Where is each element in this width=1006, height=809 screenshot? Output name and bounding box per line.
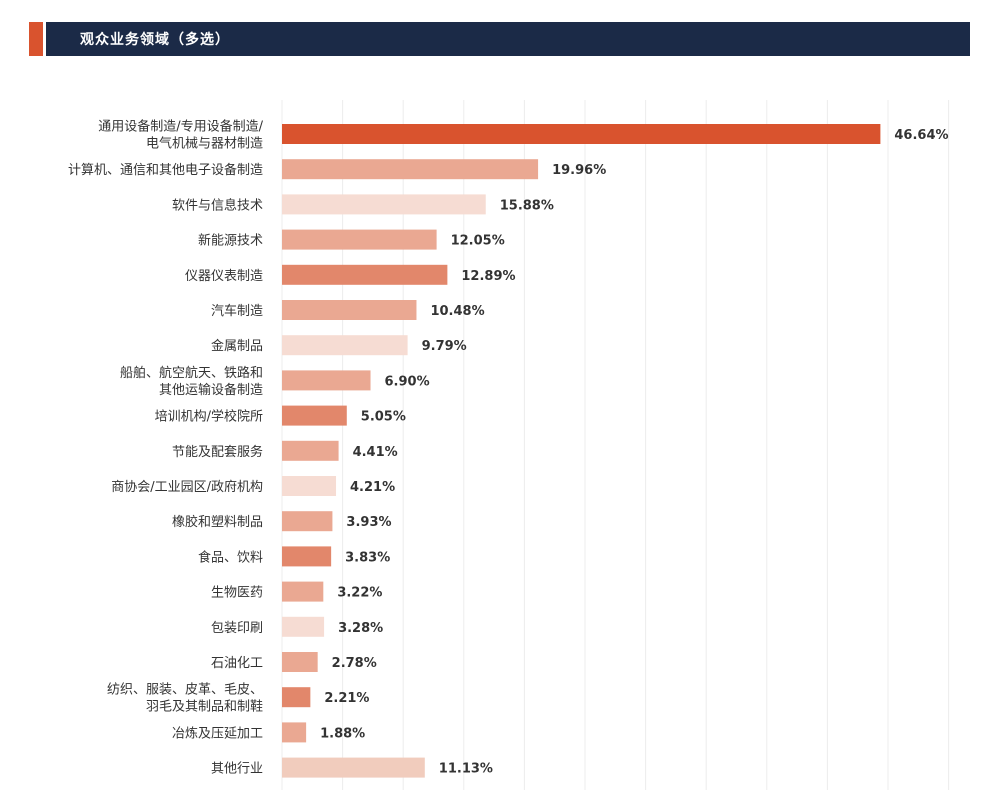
bar [282, 652, 318, 672]
value-label: 3.28% [338, 621, 383, 636]
bar [282, 229, 437, 250]
category-label-line: 生物医药 [211, 586, 263, 601]
value-label: 1.88% [320, 726, 365, 741]
category-label: 汽车制造 [211, 303, 263, 319]
category-label-line: 商协会/工业园区/政府机构 [111, 480, 263, 495]
value-label: 9.79% [422, 339, 467, 354]
category-label: 包装印刷 [211, 621, 263, 636]
value-label: 15.88% [500, 198, 554, 213]
category-label: 船舶、航空航天、铁路和其他运输设备制造 [120, 365, 263, 398]
category-label-line: 节能及配套服务 [172, 444, 263, 460]
bar [282, 581, 324, 602]
value-label: 11.13% [439, 762, 493, 777]
category-label-line: 食品、饮料 [198, 549, 263, 565]
bar [282, 757, 425, 778]
category-label-line: 包装印刷 [211, 621, 263, 636]
value-label: 12.89% [461, 269, 515, 284]
category-label: 生物医药 [211, 586, 263, 601]
category-label-line: 橡胶和塑料制品 [172, 514, 263, 530]
category-label: 仪器仪表制造 [185, 269, 263, 284]
value-label: 3.83% [345, 550, 390, 565]
category-label: 橡胶和塑料制品 [172, 514, 263, 530]
category-label-line: 纺织、服装、皮革、毛皮、 [107, 683, 263, 698]
category-label: 其他行业 [211, 762, 263, 777]
bar [282, 511, 333, 532]
category-label-line: 石油化工 [211, 656, 263, 671]
category-label-line: 其他运输设备制造 [159, 382, 263, 398]
bar [282, 546, 332, 567]
category-label: 金属制品 [211, 338, 263, 354]
category-label-line: 冶炼及压延加工 [172, 726, 263, 741]
category-label-line: 电气机械与器材制造 [146, 136, 263, 152]
category-label: 商协会/工业园区/政府机构 [111, 480, 263, 495]
category-label: 新能源技术 [198, 233, 263, 249]
category-label-line: 通用设备制造/专用设备制造/ [98, 119, 263, 135]
header-bar: 观众业务领域（多选） [46, 22, 970, 56]
bar [282, 194, 486, 215]
value-label: 4.21% [350, 480, 395, 495]
value-label: 5.05% [361, 410, 406, 425]
bar [282, 335, 408, 356]
value-label: 2.78% [332, 656, 377, 671]
category-label: 节能及配套服务 [172, 444, 263, 460]
category-label-line: 船舶、航空航天、铁路和 [120, 365, 263, 381]
bar [282, 124, 881, 144]
value-label: 3.22% [337, 586, 382, 601]
chart-title: 观众业务领域（多选） [80, 32, 230, 48]
category-label: 食品、饮料 [198, 549, 263, 565]
value-label: 6.90% [385, 374, 430, 389]
category-label-line: 软件与信息技术 [172, 197, 263, 213]
bar [282, 159, 539, 180]
category-label: 纺织、服装、皮革、毛皮、羽毛及其制品和制鞋 [107, 683, 263, 715]
value-label: 19.96% [552, 163, 606, 178]
value-label: 10.48% [430, 304, 484, 319]
value-label: 4.41% [353, 445, 398, 460]
bar [282, 264, 448, 285]
category-label: 计算机、通信和其他电子设备制造 [68, 162, 263, 178]
bar [282, 616, 325, 637]
bar [282, 476, 337, 496]
category-label-line: 计算机、通信和其他电子设备制造 [68, 162, 263, 178]
category-label-line: 金属制品 [211, 338, 263, 354]
category-label-line: 汽车制造 [211, 303, 263, 319]
bar [282, 405, 347, 426]
bar [282, 687, 311, 708]
header-accent-block [29, 22, 43, 56]
category-label: 石油化工 [211, 656, 263, 671]
category-label: 培训机构/学校院所 [155, 409, 263, 425]
bar [282, 722, 307, 743]
value-label: 12.05% [451, 234, 505, 249]
category-label-line: 其他行业 [211, 762, 263, 777]
category-label: 通用设备制造/专用设备制造/电气机械与器材制造 [98, 119, 263, 152]
value-label: 2.21% [324, 691, 369, 706]
value-label: 3.93% [346, 515, 391, 530]
bar [282, 440, 339, 461]
category-label-line: 仪器仪表制造 [185, 269, 263, 284]
value-label: 46.64% [894, 128, 948, 143]
bar [282, 300, 417, 320]
category-label: 冶炼及压延加工 [172, 726, 263, 741]
category-label: 软件与信息技术 [172, 197, 263, 213]
category-label-line: 培训机构/学校院所 [155, 409, 263, 425]
category-label-line: 新能源技术 [198, 233, 263, 249]
bar [282, 370, 371, 391]
category-label-line: 羽毛及其制品和制鞋 [146, 699, 263, 715]
